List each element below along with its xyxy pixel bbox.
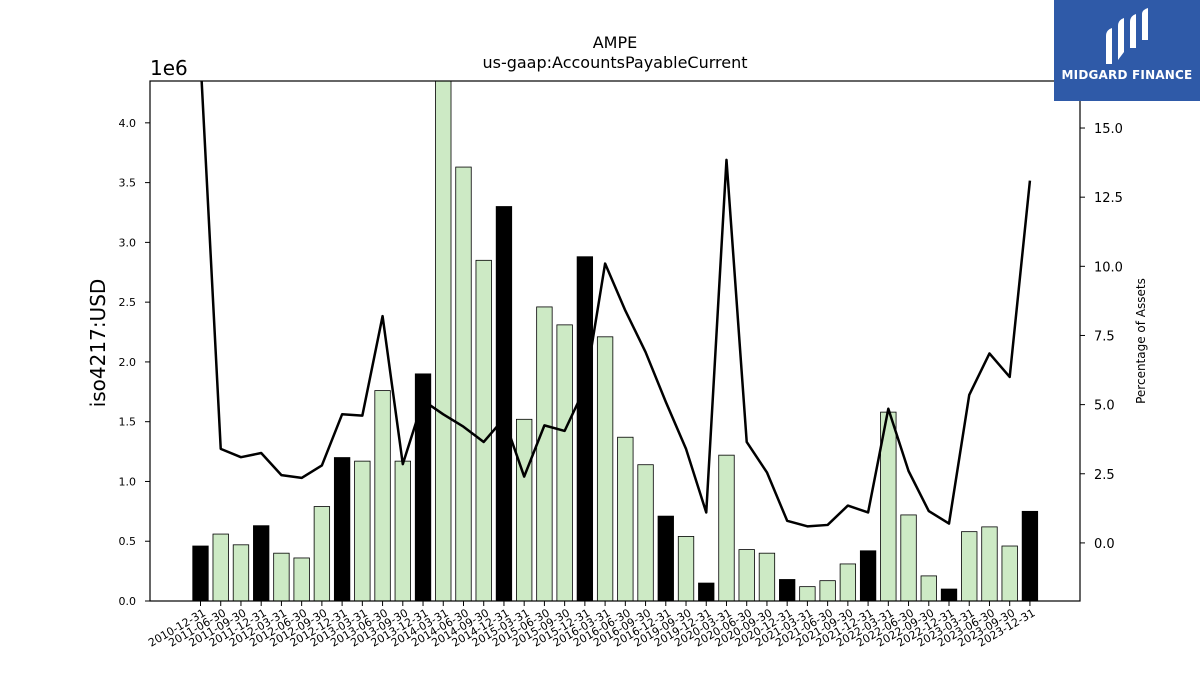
bar bbox=[1021, 510, 1039, 601]
bar bbox=[374, 390, 391, 601]
bar bbox=[920, 575, 937, 601]
y-tick-label: 3.0 bbox=[119, 236, 137, 249]
bar bbox=[657, 515, 674, 601]
y-tick-label: 0.5 bbox=[119, 535, 137, 548]
bar bbox=[394, 460, 411, 601]
y-tick-label: 2.0 bbox=[119, 356, 137, 369]
bar bbox=[455, 166, 472, 601]
bar bbox=[799, 586, 816, 601]
bar bbox=[333, 457, 351, 601]
bar bbox=[961, 531, 978, 601]
bar bbox=[253, 525, 270, 601]
bar bbox=[212, 533, 229, 601]
bar bbox=[273, 552, 290, 601]
bar bbox=[313, 506, 331, 601]
bar bbox=[819, 580, 836, 601]
percentage-line bbox=[200, 81, 1032, 528]
bar bbox=[718, 454, 735, 601]
bar bbox=[293, 557, 310, 601]
bar bbox=[677, 536, 695, 601]
midgard-finance-logo: MIDGARD FINANCE bbox=[1054, 0, 1200, 101]
bar bbox=[576, 256, 594, 601]
y2-tick-label: 10.0 bbox=[1094, 260, 1123, 275]
logo-text: MIDGARD FINANCE bbox=[1061, 68, 1193, 82]
y2-tick-label: 5.0 bbox=[1094, 399, 1115, 414]
bar bbox=[435, 81, 452, 601]
y-axis-label: iso4217:USD bbox=[86, 279, 110, 408]
bar bbox=[232, 544, 250, 601]
y2-tick-label: 2.5 bbox=[1094, 468, 1115, 483]
bar bbox=[192, 545, 209, 601]
bar bbox=[414, 373, 432, 601]
bar bbox=[495, 206, 513, 601]
y2-axis-label: Percentage of Assets bbox=[1134, 278, 1148, 404]
y-multiplier: 1e6 bbox=[150, 56, 188, 80]
bar bbox=[354, 460, 371, 601]
y-tick-label: 1.5 bbox=[119, 416, 137, 429]
chart-subtitle: us-gaap:AccountsPayableCurrent bbox=[482, 53, 748, 72]
bar bbox=[475, 259, 492, 601]
bar bbox=[839, 563, 857, 601]
bar bbox=[981, 526, 998, 601]
bar bbox=[1001, 545, 1018, 601]
y2-tick-label: 15.0 bbox=[1094, 122, 1123, 137]
bar bbox=[900, 514, 917, 601]
bar bbox=[758, 552, 776, 601]
y2-tick-label: 7.5 bbox=[1094, 329, 1115, 344]
bar bbox=[637, 464, 654, 601]
chart-title: AMPE bbox=[592, 33, 638, 52]
bar bbox=[596, 336, 614, 601]
y-tick-label: 4.0 bbox=[119, 117, 137, 130]
y-tick-label: 1.0 bbox=[119, 475, 137, 488]
y2-tick-label: 0.0 bbox=[1094, 537, 1115, 552]
bar bbox=[940, 588, 958, 601]
y2-tick-label: 12.5 bbox=[1094, 191, 1123, 206]
bar bbox=[536, 306, 553, 601]
y-tick-label: 3.5 bbox=[119, 177, 137, 190]
bar bbox=[859, 550, 877, 601]
plot-frame bbox=[149, 80, 1081, 602]
bar bbox=[556, 324, 573, 601]
y-tick-label: 0.0 bbox=[119, 595, 137, 608]
bar bbox=[516, 418, 533, 601]
bar bbox=[738, 549, 755, 601]
y-tick-label: 2.5 bbox=[119, 296, 137, 309]
logo-mark-icon bbox=[1106, 8, 1148, 64]
bar bbox=[779, 579, 796, 601]
bar bbox=[698, 582, 715, 601]
bar bbox=[617, 436, 634, 601]
